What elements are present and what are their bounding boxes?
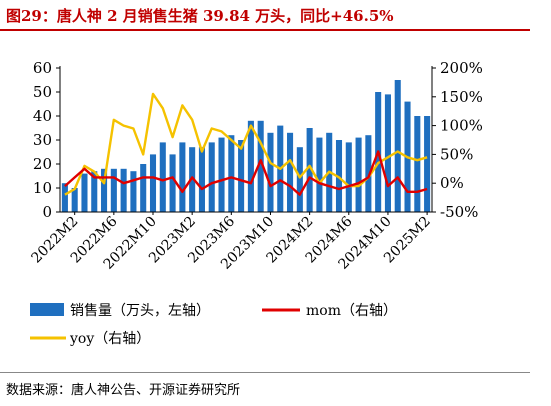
right-tick-label: -50% xyxy=(440,203,478,221)
left-tick-label: 10 xyxy=(33,179,52,197)
clipped-neighbor xyxy=(536,8,551,30)
bar-2024M6 xyxy=(345,142,352,212)
bar-2022M2 xyxy=(71,188,78,212)
source-note: 数据来源：唐人神公告、开源证券研究所 xyxy=(6,383,241,398)
left-tick-label: 50 xyxy=(33,83,52,101)
bar-2022M7 xyxy=(120,168,127,212)
left-tick-label: 20 xyxy=(33,155,52,173)
bar-2024M10 xyxy=(384,94,391,212)
bar-2025M2 xyxy=(424,116,431,212)
legend-swatch-sales xyxy=(30,303,64,316)
bar-2022M8 xyxy=(130,171,137,212)
right-tick-label: 150% xyxy=(440,88,483,106)
mom-line xyxy=(64,150,428,196)
bar-2023M10 xyxy=(267,132,274,212)
right-tick-label: 200% xyxy=(440,59,483,77)
bar-2022M5 xyxy=(101,168,108,212)
bar-2024M7 xyxy=(355,137,362,212)
right-tick-label: 100% xyxy=(440,117,483,135)
title-rule xyxy=(0,29,530,31)
bar-2022M1 xyxy=(61,183,68,212)
legend-label-mom: mom（右轴） xyxy=(306,303,397,319)
left-tick-label: 30 xyxy=(33,131,52,149)
bar-2024M5 xyxy=(335,140,343,212)
bar-2023M7 xyxy=(238,140,245,212)
bar-2022M6 xyxy=(110,168,117,212)
bar-2023M4 xyxy=(208,142,215,212)
bar-2022M11 xyxy=(159,142,166,212)
left-tick-label: 0 xyxy=(42,203,52,221)
bar-2024M2 xyxy=(306,128,313,212)
bar-2023M9 xyxy=(257,120,264,212)
bar-2022M3 xyxy=(81,173,88,212)
bar-2023M6 xyxy=(228,135,235,212)
bar-2024M3 xyxy=(316,137,323,212)
bar-2022M12 xyxy=(169,154,176,212)
footer-rule xyxy=(0,372,530,373)
bar-2024M8 xyxy=(365,135,372,212)
bar-2023M8 xyxy=(247,120,254,212)
right-tick-label: 50% xyxy=(440,145,473,163)
bar-2022M9 xyxy=(140,164,147,212)
right-tick-label: 0% xyxy=(440,174,464,192)
legend-label-sales: 销售量（万头，左轴） xyxy=(70,303,210,319)
bar-2022M10 xyxy=(149,154,157,212)
bar-2022M4 xyxy=(91,171,98,212)
bar-2023M2 xyxy=(189,147,196,212)
bar-2023M1 xyxy=(179,142,186,212)
left-tick-label: 60 xyxy=(33,59,52,77)
legend-label-yoy: yoy（右轴） xyxy=(69,331,150,347)
bar-2023M12 xyxy=(287,132,294,212)
bar-2023M3 xyxy=(198,147,205,212)
bar-2025M1 xyxy=(414,116,421,212)
figure-title: 图29：唐人神 2 月销售生猪 39.84 万头，同比+46.5% xyxy=(6,7,394,25)
bar-2024M1 xyxy=(296,147,303,212)
left-tick-label: 40 xyxy=(33,107,52,125)
bar-2024M11 xyxy=(394,80,401,212)
bar-2023M5 xyxy=(218,137,225,212)
